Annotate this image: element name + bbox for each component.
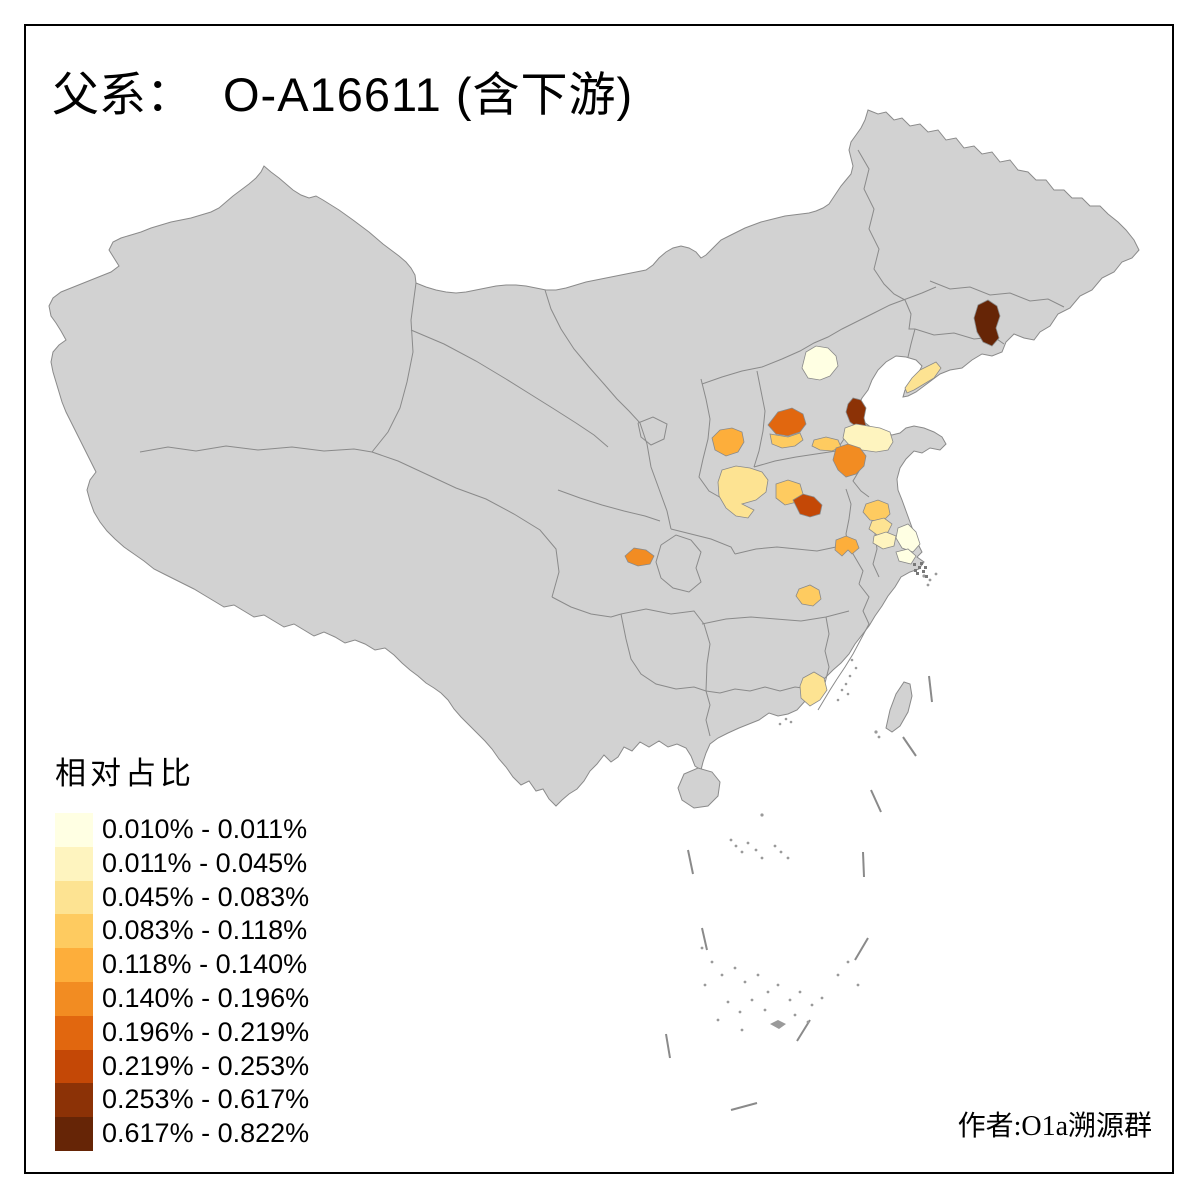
- map-region-region-03: [973, 299, 1001, 347]
- legend-row: 0.045% - 0.083%: [55, 880, 310, 915]
- map-region-region-21: [795, 584, 822, 607]
- title-prefix: 父系：: [52, 70, 193, 122]
- map-region-region-11: [717, 465, 769, 519]
- map-region-region-15: [868, 517, 893, 536]
- map-region-region-02: [904, 361, 942, 394]
- legend-label: 0.219% - 0.253%: [102, 1050, 310, 1081]
- legend-row: 0.010% - 0.011%: [55, 813, 309, 847]
- legend-swatch: [55, 846, 93, 881]
- map-region-region-10: [832, 443, 867, 478]
- legend-swatch: [55, 981, 93, 1016]
- legend-label: 0.253% - 0.617%: [102, 1084, 310, 1115]
- legend-swatch: [55, 1015, 93, 1050]
- map-region-region-06: [767, 407, 807, 437]
- legend-swatch: [55, 948, 93, 982]
- legend: 相对占比 0.010% - 0.011% 0.011% - 0.045% 0.045…: [55, 748, 309, 1151]
- map-region-region-08: [711, 427, 745, 457]
- legend-row: 0.118% - 0.140%: [55, 948, 309, 982]
- map-region-region-14: [862, 499, 891, 523]
- taiwan-island: [885, 681, 913, 733]
- legend-label: 0.196% - 0.219%: [102, 1016, 310, 1047]
- map-region-region-13: [792, 493, 823, 518]
- legend-label: 0.010% - 0.011%: [102, 814, 308, 844]
- title-haplogroup: O-A16611 (含下游): [223, 68, 634, 121]
- map-region-region-01: [801, 345, 839, 381]
- map-region-region-18: [895, 548, 917, 565]
- legend-row: 0.140% - 0.196%: [55, 981, 310, 1016]
- south-sea-islet: [770, 1020, 786, 1029]
- attribution: 作者:O1a溯源群: [957, 1111, 1152, 1142]
- shanghai-stipple: [913, 562, 928, 578]
- map-region-region-07: [769, 432, 804, 449]
- legend-row: 0.253% - 0.617%: [55, 1083, 310, 1118]
- legend-row: 0.011% - 0.045%: [55, 846, 309, 881]
- map-region-region-16: [872, 531, 897, 550]
- china-mainland-outline: [48, 109, 1140, 807]
- legend-swatch: [55, 1049, 93, 1084]
- legend-label: 0.083% - 0.118%: [102, 915, 308, 946]
- legend-label: 0.011% - 0.045%: [102, 847, 308, 878]
- legend-label: 0.617% - 0.822%: [102, 1118, 310, 1149]
- legend-row: 0.083% - 0.118%: [55, 914, 309, 949]
- map-region-region-17: [895, 523, 921, 553]
- map-region-region-22: [799, 671, 828, 707]
- map-region-region-19: [834, 535, 860, 557]
- legend-swatch: [55, 1117, 93, 1151]
- legend-title: 相对占比: [55, 756, 195, 791]
- page-title: 父系： O-A16611 (含下游): [52, 56, 633, 125]
- legend-row: 0.196% - 0.219%: [55, 1015, 310, 1050]
- legend-rows: 0.010% - 0.011% 0.011% - 0.045% 0.045% - 0…: [55, 813, 309, 1151]
- map-region-region-20: [624, 547, 655, 567]
- legend-swatch: [55, 914, 93, 949]
- legend-row: 0.617% - 0.822%: [55, 1117, 309, 1151]
- legend-row: 0.219% - 0.253%: [55, 1049, 310, 1084]
- legend-swatch: [55, 880, 93, 915]
- legend-swatch: [55, 1083, 93, 1118]
- small-islands: [700, 572, 938, 1032]
- hainan-island: [677, 767, 721, 809]
- province-boundaries: [139, 149, 1065, 737]
- legend-label: 0.045% - 0.083%: [102, 881, 310, 912]
- nine-dash-line: [665, 675, 933, 1111]
- legend-label: 0.140% - 0.196%: [102, 982, 310, 1013]
- legend-swatch: [55, 813, 93, 847]
- choropleth-regions: [624, 299, 1001, 707]
- map-region-region-04: [845, 397, 867, 429]
- legend-label: 0.118% - 0.140%: [102, 949, 308, 980]
